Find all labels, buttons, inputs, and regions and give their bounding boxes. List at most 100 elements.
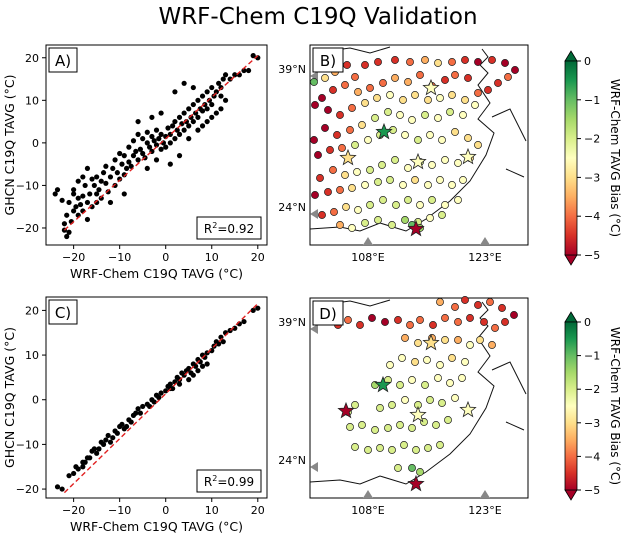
station-marker [329,86,337,94]
star-marker [459,400,477,418]
station-marker [408,116,416,124]
station-marker [361,181,369,189]
scatter-point [186,365,192,372]
station-marker [448,354,456,362]
station-marker [379,196,387,204]
station-marker [494,79,502,87]
scatter-point [213,110,219,116]
lon-marker-b [480,237,490,245]
station-marker [326,146,334,154]
scatter-point [112,182,118,189]
station-marker [486,298,494,306]
star-marker [409,152,427,170]
coastline-d [309,299,527,485]
star-marker [337,401,355,419]
station-marker [364,446,372,454]
station-marker [378,161,386,169]
station-marker [354,206,362,214]
scatter-point [59,197,65,203]
station-marker [373,94,381,102]
station-marker [408,424,416,432]
scatter-point [158,131,164,137]
scatter-point [250,307,256,313]
scatter-point [84,165,91,172]
figure-title: WRF-Chem C19Q Validation [158,4,477,30]
station-marker [421,111,429,119]
station-marker [399,96,407,104]
scatter-point [89,176,95,182]
station-marker [351,443,359,451]
scatter-point [96,187,102,193]
scatter-point [103,180,109,186]
scatter-point [144,165,150,172]
station-marker [358,421,366,429]
scatter-point [220,339,226,345]
scatter-point [149,114,155,120]
station-marker [412,446,420,454]
scatter-point [218,93,224,99]
station-marker [501,59,509,67]
station-marker [426,396,434,404]
station-marker [392,201,400,209]
scatter-point [153,142,160,148]
station-marker [388,446,396,454]
scatter-point [218,106,224,112]
scatter-point [153,157,160,163]
map-panel-d: 39°N 24°N 108°E 123°E D) [278,296,529,517]
station-marker [330,208,338,216]
station-marker [466,314,474,322]
lat-label-d: 39°N [278,316,306,329]
station-marker [344,316,352,324]
scatter-point [227,76,233,82]
scatter-point [156,136,162,142]
scatter-point [73,204,79,210]
scatter-point [181,80,187,86]
scatter-point [107,439,114,445]
scatter-point [255,305,261,311]
station-marker [474,141,482,149]
station-marker [381,318,389,326]
station-marker [348,224,356,232]
scatter-point [52,191,58,197]
station-marker [314,151,322,159]
colorbar-tick-label-b: −1 [584,94,600,107]
station-marker [480,318,488,326]
scatter-point [186,106,192,112]
map-panel-b: 39°N 24°N 108°E 123°E B) [278,44,529,264]
station-marker [441,336,449,344]
station-marker [454,318,462,326]
station-marker [368,314,376,322]
scatter-point [149,133,155,140]
scatter-point [144,140,150,146]
station-marker [386,176,394,184]
scatter-point [71,187,77,193]
scatter-point [158,110,164,116]
station-marker [436,94,444,102]
scatter-point [153,127,160,133]
station-marker [451,128,459,136]
scatter-point [204,361,210,367]
scatter-point [100,170,107,176]
r2-box-c [196,469,262,493]
station-marker [342,203,350,211]
lat-label-b: 24°N [278,201,306,214]
fit-line-a [63,55,259,231]
station-marker [416,468,424,476]
star-marker [422,333,440,351]
station-marker [414,136,422,144]
station-marker [461,296,469,304]
scatter-point [195,127,201,133]
scatter-point [107,174,114,180]
station-marker [361,99,369,107]
station-marker [436,361,444,369]
scatter-point [176,114,183,120]
station-marker [399,181,407,189]
station-marker [434,114,442,122]
scatter-point [167,161,173,167]
y-tick-label-a: 0 [32,137,39,150]
x-tick-label-c: 20 [251,504,265,517]
station-marker [386,91,394,99]
scatter-point [121,191,127,197]
scatter-point [117,150,123,157]
scatter-point [123,165,130,172]
